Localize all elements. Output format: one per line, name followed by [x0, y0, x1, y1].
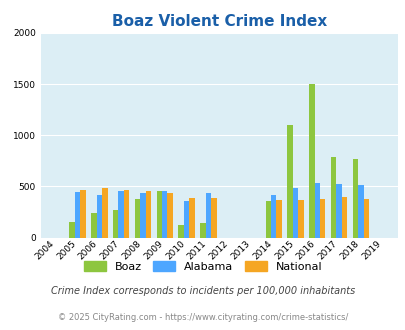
Bar — [145, 190, 151, 238]
Bar — [124, 190, 129, 238]
Bar — [211, 198, 216, 238]
Bar — [335, 184, 341, 238]
Bar — [319, 199, 325, 238]
Bar — [314, 183, 319, 238]
Bar — [287, 125, 292, 238]
Bar — [140, 193, 145, 238]
Bar — [276, 200, 281, 238]
Bar — [265, 201, 270, 238]
Text: Crime Index corresponds to incidents per 100,000 inhabitants: Crime Index corresponds to incidents per… — [51, 286, 354, 296]
Bar — [292, 188, 298, 238]
Bar — [91, 213, 96, 238]
Bar — [183, 201, 189, 238]
Bar — [357, 185, 362, 238]
Bar — [156, 190, 162, 238]
Bar — [341, 197, 346, 238]
Bar — [162, 190, 167, 238]
Bar — [362, 199, 368, 238]
Bar — [298, 200, 303, 238]
Legend: Boaz, Alabama, National: Boaz, Alabama, National — [79, 256, 326, 276]
Bar — [270, 195, 276, 238]
Bar — [178, 225, 183, 238]
Title: Boaz Violent Crime Index: Boaz Violent Crime Index — [111, 14, 326, 29]
Bar — [330, 157, 335, 238]
Text: © 2025 CityRating.com - https://www.cityrating.com/crime-statistics/: © 2025 CityRating.com - https://www.city… — [58, 313, 347, 322]
Bar — [352, 159, 357, 238]
Bar — [113, 211, 118, 238]
Bar — [102, 188, 107, 238]
Bar — [75, 191, 80, 238]
Bar — [167, 193, 173, 238]
Bar — [96, 195, 102, 238]
Bar — [118, 190, 124, 238]
Bar — [189, 198, 194, 238]
Bar — [80, 189, 85, 238]
Bar — [134, 199, 140, 238]
Bar — [308, 84, 314, 238]
Bar — [69, 222, 75, 238]
Bar — [205, 193, 211, 238]
Bar — [200, 223, 205, 238]
